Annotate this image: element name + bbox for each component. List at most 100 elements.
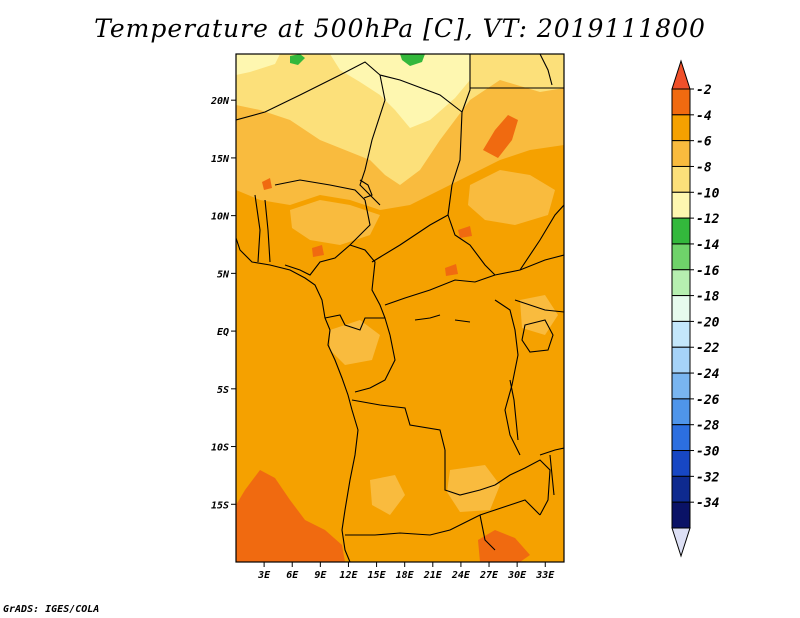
field-band-green-1	[290, 54, 305, 65]
lon-tick-label: 3E	[257, 570, 271, 581]
border-nigeria-east	[284, 199, 371, 276]
field-warm-spot-4	[458, 226, 472, 238]
coastline-west-africa	[236, 237, 331, 331]
field-warm-southwest	[236, 470, 345, 562]
colorbar-box	[671, 501, 691, 529]
lat-tick-label: 15N	[211, 154, 230, 165]
colorbar-box	[671, 140, 691, 167]
lon-tick-label: 18E	[396, 570, 415, 581]
field-patch-central-3	[330, 320, 380, 365]
field-band-north-pale-2	[236, 54, 280, 75]
border-angola-east	[444, 450, 496, 496]
field-band-north-pale	[330, 54, 470, 128]
colorbar-bottom-triangle	[671, 527, 691, 558]
country-boundaries	[236, 54, 564, 562]
border-congo-drc	[354, 334, 396, 393]
lon-tick-label: 6E	[286, 570, 299, 581]
colorbar-label: -28	[696, 419, 720, 434]
latitude-axis: 20N 15N 10N 5N EQ 5S 10S 15S	[210, 96, 236, 511]
lon-tick-label: 21E	[423, 570, 443, 581]
lat-tick-label: 5N	[217, 269, 230, 280]
colorbar-box	[671, 398, 691, 426]
coastline-central-west	[327, 329, 359, 562]
lon-tick-label: 24E	[451, 570, 471, 581]
longitude-axis: 3E 6E 9E 12E 15E 18E 21E 24E 27E 30E 33E	[257, 562, 555, 581]
colorbar-box	[671, 475, 691, 503]
border-zimbabwe	[479, 514, 496, 551]
colorbar-label: -30	[696, 445, 720, 460]
temperature-field	[236, 54, 564, 562]
border-tanzania-mozambique	[539, 447, 564, 456]
colorbar-label: -8	[696, 160, 712, 175]
colorbar-label: -10	[696, 186, 720, 201]
border-south-sudan	[494, 254, 564, 276]
lon-tick-label: 27E	[479, 570, 499, 581]
colorbar-box	[671, 450, 691, 477]
chart-title: Temperature at 500hPa [C], VT: 201911180…	[94, 14, 706, 43]
border-zambia-zimbabwe	[479, 499, 541, 516]
lon-tick-label: 12E	[339, 570, 358, 581]
colorbar-box	[671, 88, 691, 116]
border-car-south	[384, 274, 496, 306]
field-warm-spot-1	[262, 178, 272, 190]
colorbar-box	[671, 269, 691, 297]
lake-chad	[359, 179, 373, 199]
lon-tick-label: 30E	[507, 570, 527, 581]
border-zambia	[494, 459, 551, 516]
lat-tick-label: 10S	[211, 443, 229, 454]
border-libya-chad	[379, 74, 463, 113]
field-warm-northeast	[483, 115, 518, 158]
lake-tanganyika	[509, 379, 519, 441]
border-angola-north	[351, 399, 446, 451]
field-patch-south-1	[447, 465, 500, 512]
lat-tick-label: EQ	[217, 327, 229, 338]
credit-text: GrADS: IGES/COLA	[3, 604, 100, 615]
lat-tick-label: 10N	[211, 212, 230, 223]
colorbar-box	[671, 217, 691, 245]
colorbar-label: -12	[696, 212, 720, 227]
colorbar-box	[671, 346, 691, 374]
river-congo	[414, 314, 471, 323]
colorbar-label: -4	[696, 109, 712, 124]
border-sahara-north	[236, 61, 381, 121]
colorbar-label: -2	[696, 83, 712, 98]
field-warm-south-coast	[478, 530, 530, 562]
colorbar-box	[671, 320, 691, 348]
lat-tick-label: 5S	[217, 385, 229, 396]
colorbar-label: -20	[696, 315, 720, 330]
border-benin-togo	[254, 194, 271, 263]
border-gabon-congo	[324, 314, 391, 336]
lon-tick-label: 15E	[368, 570, 387, 581]
colorbar-label: -34	[696, 496, 720, 511]
colorbar-box	[671, 114, 691, 142]
colorbar-label: -14	[696, 238, 720, 253]
lon-tick-label: 9E	[314, 570, 327, 581]
field-patch-south-2	[370, 475, 405, 515]
field-patch-central-2	[468, 170, 555, 225]
colorbar-box	[671, 424, 691, 452]
border-sudan-ethiopia	[519, 204, 564, 271]
colorbar-box	[671, 295, 691, 322]
border-ethiopia-kenya	[514, 299, 564, 313]
field-band-north-lighter	[236, 54, 564, 185]
lat-tick-label: 20N	[210, 96, 230, 107]
colorbar-label: -26	[696, 393, 720, 408]
colorbar-label: -24	[696, 367, 720, 382]
colorbar-label: -6	[696, 135, 712, 150]
border-egypt-sudan	[461, 54, 471, 113]
colorbar-box	[671, 191, 691, 219]
colorbar-box	[671, 372, 691, 400]
border-cameroon-car	[349, 244, 386, 319]
colorbar-label: -16	[696, 264, 720, 279]
field-warm-spot-3	[445, 264, 458, 276]
colorbar-top-triangle	[671, 59, 691, 90]
colorbar-label: -32	[696, 470, 720, 485]
colorbar-box	[671, 243, 691, 271]
coastline-red-sea	[539, 54, 553, 86]
lon-tick-label: 33E	[535, 570, 555, 581]
lake-malawi	[549, 454, 555, 496]
field-band-green-2	[400, 54, 425, 66]
field-patch-central-1	[290, 200, 380, 245]
border-nigeria-north	[274, 179, 366, 201]
